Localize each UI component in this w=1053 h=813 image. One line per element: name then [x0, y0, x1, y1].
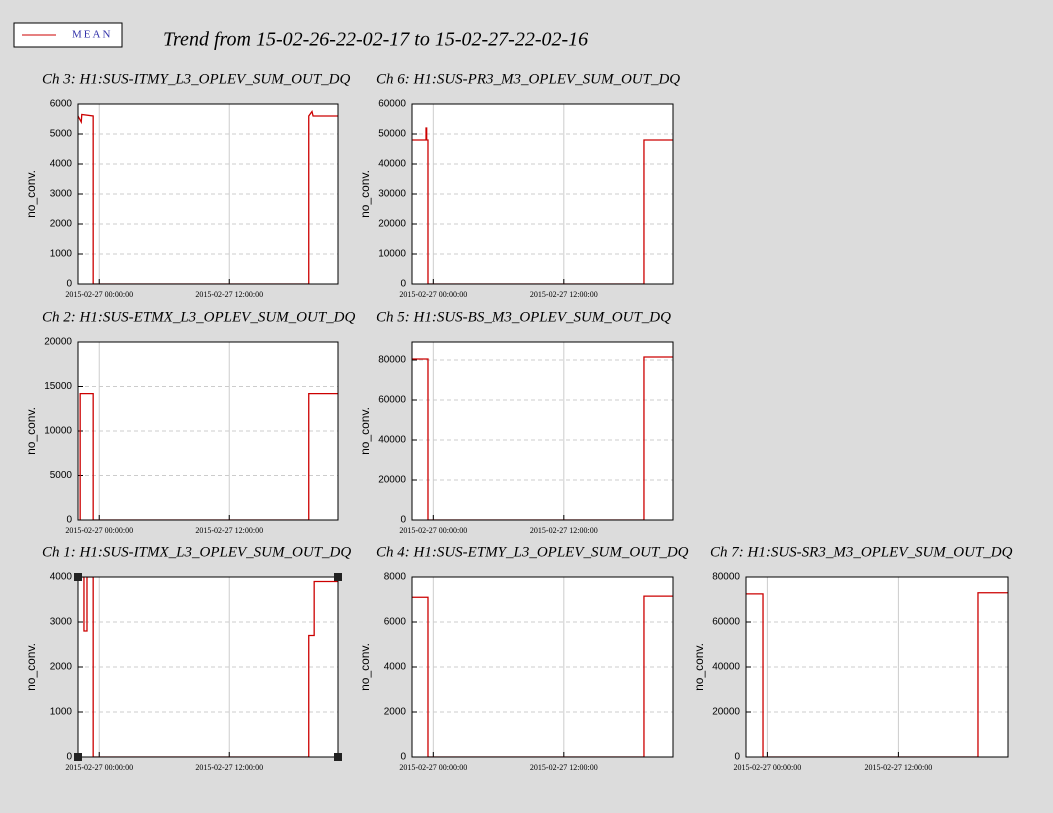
data-line	[412, 127, 673, 284]
y-axis-label: no_conv.	[24, 170, 38, 218]
x-tick-label: 2015-02-27 00:00:00	[734, 763, 802, 772]
plot-frame	[77, 341, 339, 521]
chart-title: Ch 4: H1:SUS-ETMY_L3_OPLEV_SUM_OUT_DQ	[376, 544, 689, 560]
plot-area	[746, 577, 1008, 757]
y-tick-label: 0	[66, 279, 72, 290]
x-tick-label: 2015-02-27 00:00:00	[399, 526, 467, 535]
chart-title: Ch 2: H1:SUS-ETMX_L3_OPLEV_SUM_OUT_DQ	[42, 309, 355, 325]
selection-handle	[74, 753, 82, 761]
y-tick-label: 1000	[50, 249, 73, 260]
y-tick-label: 0	[400, 515, 406, 526]
plot-frame	[411, 103, 674, 285]
y-tick-label: 80000	[712, 572, 740, 583]
y-tick-label: 2000	[384, 707, 407, 718]
x-tick-label: 2015-02-27 12:00:00	[530, 526, 598, 535]
y-axis-label: no_conv.	[692, 643, 706, 691]
y-tick-label: 60000	[378, 395, 406, 406]
chart-title: Ch 6: H1:SUS-PR3_M3_OPLEV_SUM_OUT_DQ	[376, 71, 680, 87]
y-tick-label: 3000	[50, 189, 73, 200]
x-tick-label: 2015-02-27 12:00:00	[195, 526, 263, 535]
selection-handle	[334, 753, 342, 761]
plot-frame	[411, 576, 674, 758]
y-axis-label: no_conv.	[24, 643, 38, 691]
selection-handle	[334, 573, 342, 581]
plot-frame	[77, 576, 339, 758]
y-axis-label: no_conv.	[358, 170, 372, 218]
chart-title: Ch 3: H1:SUS-ITMY_L3_OPLEV_SUM_OUT_DQ	[42, 71, 351, 87]
y-tick-label: 0	[734, 752, 740, 763]
y-tick-label: 60000	[712, 617, 740, 628]
x-tick-label: 2015-02-27 00:00:00	[399, 763, 467, 772]
y-tick-label: 4000	[50, 159, 73, 170]
y-axis-label: no_conv.	[24, 407, 38, 455]
plot-frame	[77, 103, 339, 285]
y-tick-label: 60000	[378, 99, 406, 110]
plot-area	[412, 577, 673, 757]
x-tick-label: 2015-02-27 12:00:00	[195, 763, 263, 772]
y-tick-label: 1000	[50, 707, 73, 718]
plot-area	[412, 342, 673, 520]
y-tick-label: 20000	[378, 219, 406, 230]
y-tick-label: 8000	[384, 572, 407, 583]
y-tick-label: 5000	[50, 129, 73, 140]
y-tick-label: 30000	[378, 189, 406, 200]
y-tick-label: 20000	[378, 475, 406, 486]
x-tick-label: 2015-02-27 12:00:00	[865, 763, 933, 772]
plot-frame	[745, 576, 1009, 758]
data-line	[78, 577, 338, 757]
y-axis-label: no_conv.	[358, 407, 372, 455]
plot-frame	[411, 341, 674, 521]
y-tick-label: 15000	[44, 381, 72, 392]
y-tick-label: 0	[400, 279, 406, 290]
chart-title: Ch 7: H1:SUS-SR3_M3_OPLEV_SUM_OUT_DQ	[710, 544, 1013, 560]
y-tick-label: 0	[400, 752, 406, 763]
y-tick-label: 2000	[50, 219, 73, 230]
y-tick-label: 20000	[712, 707, 740, 718]
y-tick-label: 4000	[50, 572, 73, 583]
chart-title: Ch 5: H1:SUS-BS_M3_OPLEV_SUM_OUT_DQ	[376, 309, 671, 325]
x-tick-label: 2015-02-27 12:00:00	[530, 763, 598, 772]
y-tick-label: 3000	[50, 617, 73, 628]
x-tick-label: 2015-02-27 12:00:00	[195, 290, 263, 299]
legend-label: MEAN	[72, 29, 112, 41]
y-tick-label: 2000	[50, 662, 73, 673]
y-tick-label: 20000	[44, 337, 72, 348]
page-title: Trend from 15-02-26-22-02-17 to 15-02-27…	[163, 29, 588, 51]
y-tick-label: 40000	[378, 159, 406, 170]
x-tick-label: 2015-02-27 00:00:00	[65, 290, 133, 299]
y-axis-label: no_conv.	[358, 643, 372, 691]
y-tick-label: 0	[66, 752, 72, 763]
chart-title: Ch 1: H1:SUS-ITMX_L3_OPLEV_SUM_OUT_DQ	[42, 544, 351, 560]
data-line	[412, 356, 673, 520]
y-tick-label: 10000	[44, 426, 72, 437]
data-line	[746, 592, 1008, 757]
y-tick-label: 40000	[712, 662, 740, 673]
y-tick-label: 80000	[378, 355, 406, 366]
y-tick-label: 40000	[378, 435, 406, 446]
data-line	[79, 392, 338, 520]
x-tick-label: 2015-02-27 00:00:00	[399, 290, 467, 299]
selection-handle	[74, 573, 82, 581]
y-tick-label: 5000	[50, 470, 73, 481]
y-tick-label: 10000	[378, 249, 406, 260]
data-line	[412, 595, 673, 757]
y-tick-label: 6000	[384, 617, 407, 628]
data-line	[78, 109, 338, 284]
x-tick-label: 2015-02-27 00:00:00	[65, 526, 133, 535]
x-tick-label: 2015-02-27 00:00:00	[65, 763, 133, 772]
y-tick-label: 0	[66, 515, 72, 526]
y-tick-label: 4000	[384, 662, 407, 673]
plot-area	[412, 104, 673, 284]
x-tick-label: 2015-02-27 12:00:00	[530, 290, 598, 299]
y-tick-label: 50000	[378, 129, 406, 140]
y-tick-label: 6000	[50, 99, 73, 110]
